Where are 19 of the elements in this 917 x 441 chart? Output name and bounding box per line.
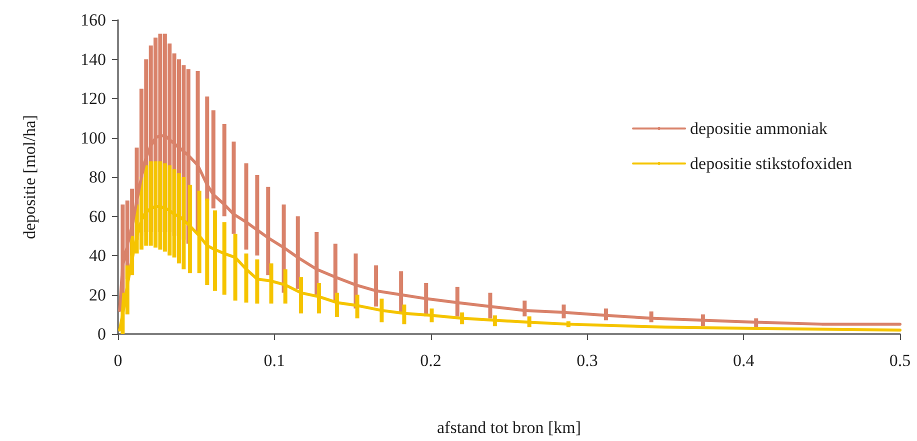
y-tick-label: 160 [80, 10, 106, 30]
y-tick-label: 20 [89, 285, 106, 304]
x-tick-label: 0.2 [420, 351, 442, 370]
legend-label: depositie stikstofoxiden [690, 154, 852, 173]
x-tick-label: 0.3 [576, 351, 598, 370]
x-axis-title: afstand tot bron [km] [437, 418, 581, 437]
x-tick-label: 0.1 [264, 351, 286, 370]
x-tick-label: 0.5 [889, 351, 911, 370]
x-tick-label: 0.4 [732, 351, 755, 370]
y-tick-label: 100 [80, 128, 106, 148]
legend-label: depositie ammoniak [690, 119, 828, 138]
y-tick-label: 120 [80, 89, 106, 108]
y-axis-title: depositie [mol/ha] [20, 114, 39, 240]
y-tick-label: 140 [80, 50, 106, 69]
x-tick-label: 0 [114, 351, 122, 370]
y-tick-label: 60 [89, 206, 106, 226]
y-tick-label: 40 [89, 246, 106, 265]
y-tick-label: 80 [89, 168, 106, 186]
y-tick-label: 0 [98, 324, 106, 344]
